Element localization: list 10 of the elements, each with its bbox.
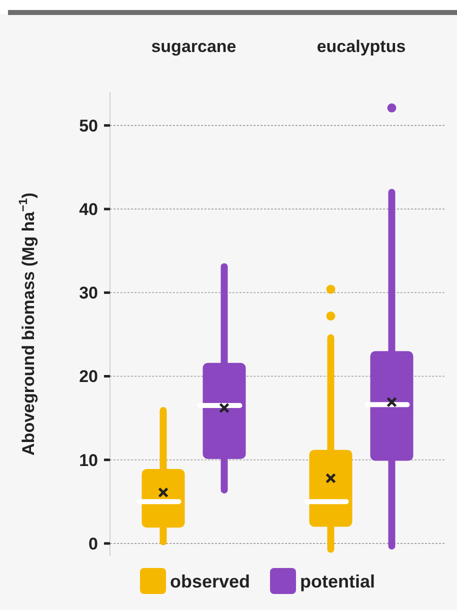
y-tick-label: 0 (88, 534, 98, 554)
legend-label: potential (300, 571, 375, 592)
y-tick-label: 30 (79, 284, 98, 303)
y-tick-label: 40 (79, 200, 98, 219)
y-tick-label: 20 (79, 367, 98, 386)
y-tick-label: 50 (79, 116, 98, 136)
x-tick-label: sugarcane (151, 37, 236, 56)
x-tick-label: eucalyptus (316, 37, 406, 56)
legend-label: observed (170, 571, 250, 592)
y-tick-label: 10 (79, 450, 98, 470)
